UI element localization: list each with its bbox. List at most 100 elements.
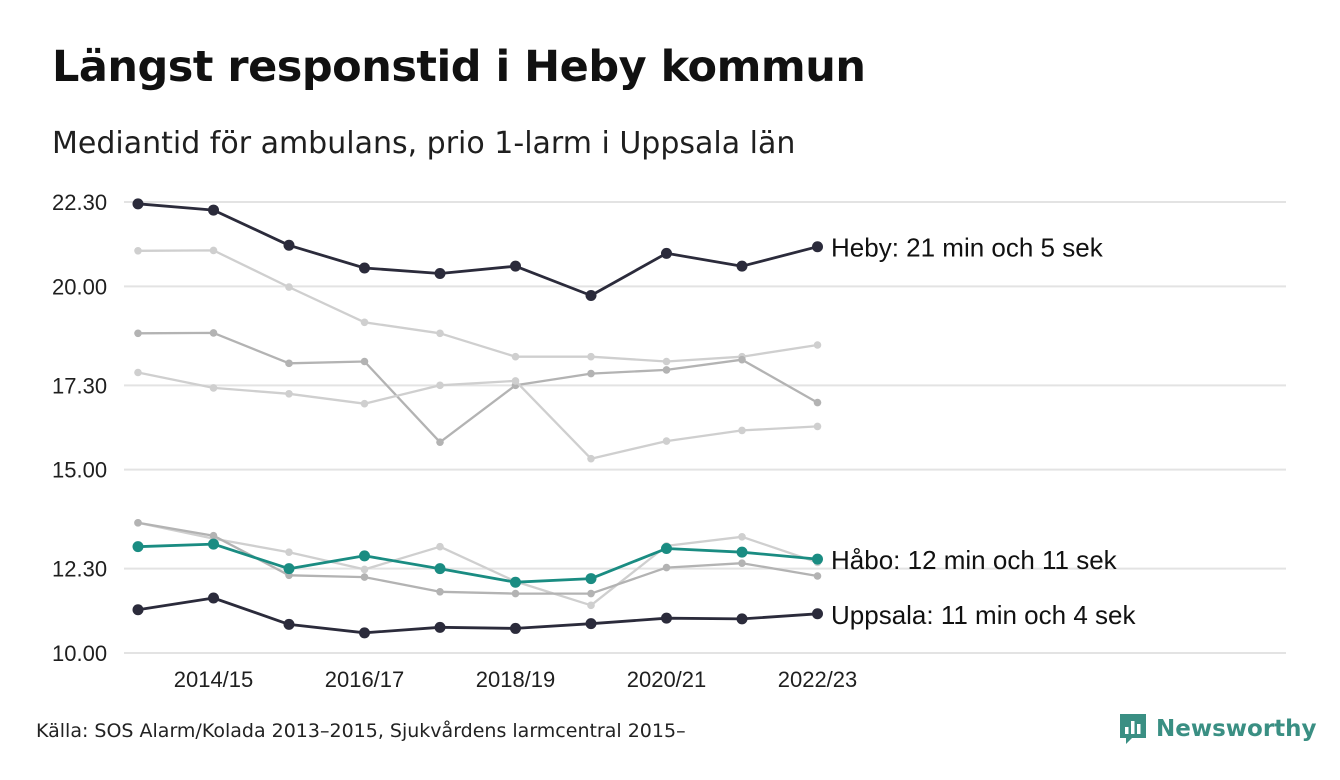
newsworthy-logo-icon xyxy=(1120,714,1146,744)
data-point xyxy=(813,341,822,349)
series-line xyxy=(137,202,818,297)
data-point xyxy=(285,548,293,556)
source-note: Källa: SOS Alarm/Kolada 2013–2015, Sjukv… xyxy=(36,720,686,742)
series-line xyxy=(137,542,818,584)
data-point xyxy=(510,622,521,634)
data-point xyxy=(661,543,672,554)
y-tick-label: 15.00 xyxy=(52,458,107,483)
data-point xyxy=(436,381,444,390)
data-point xyxy=(736,613,748,625)
data-point xyxy=(511,352,520,361)
data-point xyxy=(662,357,671,366)
data-point xyxy=(360,573,369,581)
data-point xyxy=(132,541,144,553)
data-point xyxy=(209,531,218,540)
series-line xyxy=(137,371,818,460)
data-point xyxy=(360,357,369,366)
data-point xyxy=(360,565,369,574)
data-point xyxy=(285,359,293,368)
series-label: Uppsala: 11 min och 4 sek xyxy=(831,600,1136,630)
data-point xyxy=(134,329,142,338)
series-label: Håbo: 12 min och 11 sek xyxy=(831,545,1118,575)
data-point xyxy=(283,618,295,630)
series-label: Heby: 21 min och 5 sek xyxy=(831,233,1104,263)
data-point xyxy=(585,573,597,585)
data-point xyxy=(285,389,293,398)
data-point xyxy=(813,398,822,407)
data-point xyxy=(587,352,595,361)
brand: Newsworthy xyxy=(1118,712,1317,746)
y-tick-label: 10.00 xyxy=(52,641,107,666)
data-point xyxy=(736,260,748,272)
data-point xyxy=(511,377,520,385)
data-point xyxy=(511,589,520,598)
data-point xyxy=(587,589,595,598)
y-tick-label: 12.30 xyxy=(52,557,107,582)
data-point xyxy=(132,198,144,210)
data-point xyxy=(813,572,822,580)
data-point xyxy=(587,454,595,463)
data-point xyxy=(436,438,444,446)
x-tick-label: 2020/21 xyxy=(627,667,707,692)
data-point xyxy=(209,329,218,337)
data-point xyxy=(360,399,369,408)
data-point xyxy=(812,608,823,620)
x-tick-label: 2022/23 xyxy=(778,667,858,692)
y-tick-label: 22.30 xyxy=(52,190,107,215)
data-point xyxy=(359,550,370,562)
data-point xyxy=(661,247,672,259)
data-point xyxy=(812,241,823,253)
data-point xyxy=(434,268,446,279)
series-line xyxy=(137,596,818,635)
series-line xyxy=(137,331,819,444)
data-point xyxy=(510,260,521,272)
x-tick-label: 2016/17 xyxy=(325,667,405,692)
data-point xyxy=(587,601,595,610)
data-point xyxy=(434,621,446,633)
data-point xyxy=(510,576,521,588)
data-point xyxy=(662,563,671,572)
data-point xyxy=(585,618,597,630)
data-point xyxy=(134,368,142,377)
data-point xyxy=(436,587,444,596)
data-point xyxy=(662,437,671,445)
data-point xyxy=(736,546,748,558)
data-point xyxy=(738,559,746,567)
data-point xyxy=(134,246,142,255)
data-point xyxy=(813,422,822,431)
series-line xyxy=(137,521,818,607)
data-point xyxy=(587,369,595,378)
data-point xyxy=(738,532,746,541)
data-point xyxy=(208,592,219,604)
data-point xyxy=(283,563,295,575)
data-point xyxy=(436,329,444,338)
x-tick-label: 2018/19 xyxy=(476,667,556,692)
data-point xyxy=(436,542,444,551)
chart-title: Längst responstid i Heby kommun xyxy=(52,42,866,92)
data-point xyxy=(283,239,295,251)
data-point xyxy=(662,366,671,374)
data-point xyxy=(285,283,293,291)
data-point xyxy=(359,627,370,639)
series-line xyxy=(137,521,818,595)
data-point xyxy=(132,604,144,616)
data-point xyxy=(208,204,219,216)
data-point xyxy=(738,355,746,364)
brand-name: Newsworthy xyxy=(1156,716,1317,742)
series-line xyxy=(137,249,818,363)
data-point xyxy=(209,246,218,255)
data-point xyxy=(359,262,370,274)
data-point xyxy=(585,290,597,301)
y-tick-label: 17.30 xyxy=(52,373,107,398)
data-point xyxy=(812,553,823,565)
chart-subtitle: Mediantid för ambulans, prio 1-larm i Up… xyxy=(52,126,796,161)
x-tick-label: 2014/15 xyxy=(174,667,254,692)
data-point xyxy=(434,563,446,575)
data-point xyxy=(738,426,746,435)
y-tick-label: 20.00 xyxy=(52,274,107,299)
data-point xyxy=(134,519,142,527)
data-point xyxy=(209,384,218,392)
data-point xyxy=(661,612,672,624)
data-point xyxy=(360,318,369,327)
